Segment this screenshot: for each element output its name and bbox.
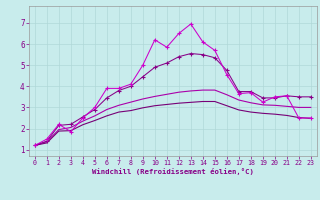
X-axis label: Windchill (Refroidissement éolien,°C): Windchill (Refroidissement éolien,°C): [92, 168, 254, 175]
